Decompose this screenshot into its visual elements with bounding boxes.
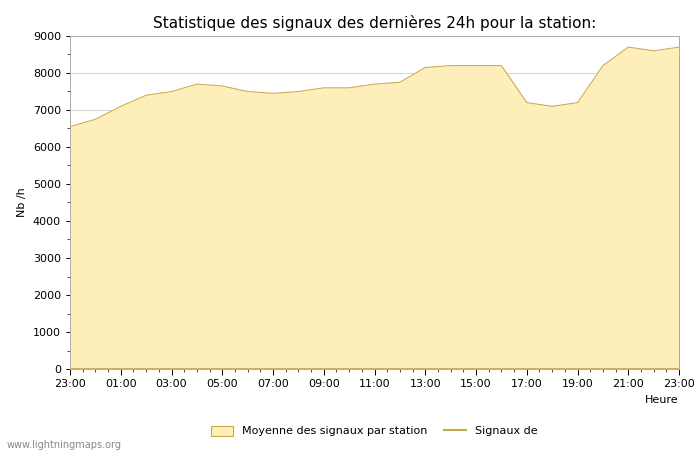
X-axis label: Heure: Heure [645,395,679,405]
Legend: Moyenne des signaux par station, Signaux de: Moyenne des signaux par station, Signaux… [206,421,542,441]
Text: www.lightningmaps.org: www.lightningmaps.org [7,440,122,450]
Title: Statistique des signaux des dernières 24h pour la station:: Statistique des signaux des dernières 24… [153,15,596,31]
Y-axis label: Nb /h: Nb /h [18,188,27,217]
